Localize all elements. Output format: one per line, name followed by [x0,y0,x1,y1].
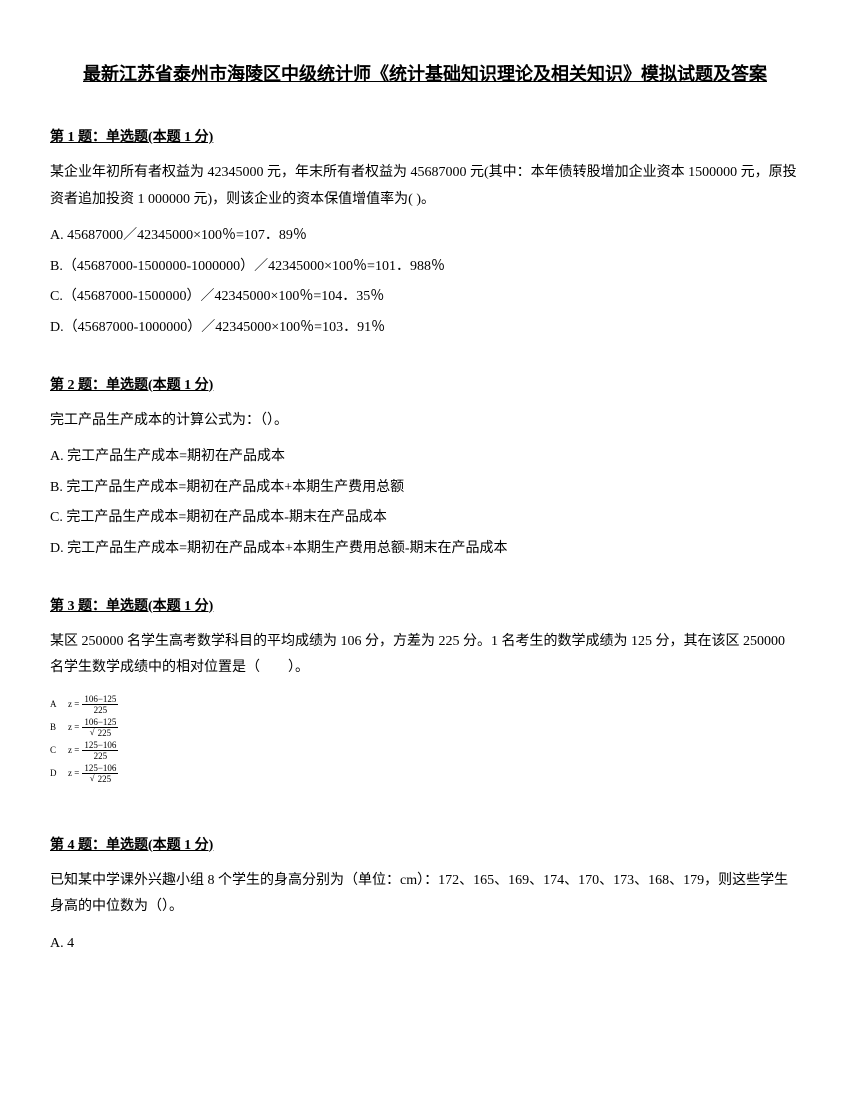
q3-text: 某区 250000 名学生高考数学科目的平均成绩为 106 分，方差为 225 … [50,629,800,682]
formula-label-c: C [50,745,62,755]
formula-label-d: D [50,768,62,778]
q3-header: 第 3 题：单选题(本题 1 分) [50,595,800,615]
q3-formula-a: A z = 106−125 225 [50,694,800,715]
q3-formulas: A z = 106−125 225 B z = 106−125 225 C z … [50,694,800,784]
q1-option-d: D.（45687000-1000000）／42345000×100％=103．9… [50,315,800,342]
z-equals: z = [68,768,79,778]
q1-text: 某企业年初所有者权益为 42345000 元，年末所有者权益为 45687000… [50,160,800,213]
q4-header: 第 4 题：单选题(本题 1 分) [50,834,800,854]
fraction-d: 125−106 225 [82,763,118,784]
num-a: 106−125 [82,694,118,705]
question-1: 第 1 题：单选题(本题 1 分) 某企业年初所有者权益为 42345000 元… [50,126,800,342]
q1-option-c: C.（45687000-1500000）／42345000×100％=104．3… [50,284,800,311]
q1-option-b: B.（45687000-1500000-1000000）／42345000×10… [50,254,800,281]
q2-text: 完工产品生产成本的计算公式为：（）。 [50,408,800,435]
q3-formula-d: D z = 125−106 225 [50,763,800,784]
fraction-a: 106−125 225 [82,694,118,715]
formula-label-b: B [50,722,62,732]
q2-option-c: C. 完工产品生产成本=期初在产品成本-期末在产品成本 [50,505,800,532]
z-equals: z = [68,699,79,709]
q1-option-a: A. 45687000／42345000×100％=107．89％ [50,223,800,250]
q2-option-b: B. 完工产品生产成本=期初在产品成本+本期生产费用总额 [50,475,800,502]
question-3: 第 3 题：单选题(本题 1 分) 某区 250000 名学生高考数学科目的平均… [50,595,800,784]
q2-header: 第 2 题：单选题(本题 1 分) [50,374,800,394]
document-title: 最新江苏省泰州市海陵区中级统计师《统计基础知识理论及相关知识》模拟试题及答案 [50,60,800,86]
q3-formula-b: B z = 106−125 225 [50,717,800,738]
den-b: 225 [88,728,114,738]
z-equals: z = [68,722,79,732]
z-equals: z = [68,745,79,755]
q4-option-a: A. 4 [50,931,800,958]
num-c: 125−106 [82,740,118,751]
fraction-b: 106−125 225 [82,717,118,738]
q1-header: 第 1 题：单选题(本题 1 分) [50,126,800,146]
fraction-c: 125−106 225 [82,740,118,761]
formula-label-a: A [50,699,62,709]
q4-text: 已知某中学课外兴趣小组 8 个学生的身高分别为（单位：cm）：172、165、1… [50,868,800,921]
den-c: 225 [92,751,110,761]
question-4: 第 4 题：单选题(本题 1 分) 已知某中学课外兴趣小组 8 个学生的身高分别… [50,834,800,958]
den-a: 225 [92,705,110,715]
q2-option-a: A. 完工产品生产成本=期初在产品成本 [50,444,800,471]
question-2: 第 2 题：单选题(本题 1 分) 完工产品生产成本的计算公式为：（）。 A. … [50,374,800,563]
q3-formula-c: C z = 125−106 225 [50,740,800,761]
q2-option-d: D. 完工产品生产成本=期初在产品成本+本期生产费用总额-期末在产品成本 [50,536,800,563]
den-d: 225 [88,774,114,784]
